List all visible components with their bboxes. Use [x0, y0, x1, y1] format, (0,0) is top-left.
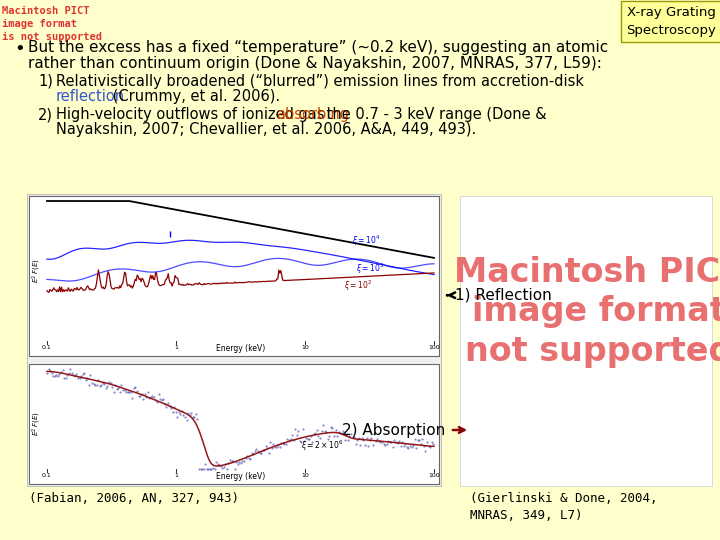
Text: the 0.7 - 3 keV range (Done &: the 0.7 - 3 keV range (Done &	[322, 107, 546, 122]
Text: $\xi = 10^4$: $\xi = 10^4$	[352, 234, 381, 248]
Bar	[27, 194, 441, 486]
Text: But the excess has a fixed “temperature” (~0.2 keV), suggesting an atomic: But the excess has a fixed “temperature”…	[28, 40, 608, 55]
Text: (Fabian, 2006, AN, 327, 943): (Fabian, 2006, AN, 327, 943)	[29, 492, 239, 505]
Text: 10: 10	[301, 473, 309, 478]
Text: 2) Absorption: 2) Absorption	[342, 422, 445, 437]
Text: is not supported: is not supported	[2, 32, 102, 42]
Text: Macintosh PICT: Macintosh PICT	[2, 6, 89, 16]
Text: X-ray Grating
Spectroscopy: X-ray Grating Spectroscopy	[626, 6, 716, 37]
Text: $E^2\,F(E)$: $E^2\,F(E)$	[31, 259, 43, 284]
Text: Energy (keV): Energy (keV)	[216, 344, 265, 353]
Bar	[460, 196, 712, 486]
Text: 0.1: 0.1	[42, 345, 52, 350]
Text: $\xi = 10^2$: $\xi = 10^2$	[344, 279, 372, 293]
Text: Macintosh PICT
image format
not supported: Macintosh PICT image format not supporte…	[454, 256, 720, 368]
Text: $\xi = 2\times10^6$: $\xi = 2\times10^6$	[301, 439, 344, 454]
Text: 100: 100	[428, 473, 440, 478]
Text: 10: 10	[301, 345, 309, 350]
Text: $E^2\,F(E)$: $E^2\,F(E)$	[31, 411, 43, 436]
Text: High-velocity outflows of ionized gas: High-velocity outflows of ionized gas	[56, 107, 329, 122]
Text: •: •	[14, 40, 24, 58]
Text: Relativistically broadened (“blurred”) emission lines from accretion-disk: Relativistically broadened (“blurred”) e…	[56, 74, 584, 89]
Bar	[29, 364, 439, 484]
Text: 1: 1	[174, 345, 178, 350]
Text: reflection: reflection	[56, 89, 125, 104]
Text: image format: image format	[2, 19, 77, 29]
Text: Energy (keV): Energy (keV)	[216, 472, 265, 481]
Text: absorbing: absorbing	[276, 107, 349, 122]
Text: rather than continuum origin (Done & Nayakshin, 2007, MNRAS, 377, L59):: rather than continuum origin (Done & Nay…	[28, 56, 602, 71]
Text: 1): 1)	[38, 74, 53, 89]
Text: 0.1: 0.1	[42, 473, 52, 478]
Text: 2): 2)	[38, 107, 53, 122]
Bar	[29, 196, 439, 356]
Text: (Crummy, et al. 2006).: (Crummy, et al. 2006).	[108, 89, 280, 104]
Text: Nayakshin, 2007; Chevallier, et al. 2006, A&A, 449, 493).: Nayakshin, 2007; Chevallier, et al. 2006…	[56, 122, 476, 137]
Text: $\xi = 10^3$: $\xi = 10^3$	[356, 261, 384, 276]
Text: (Gierlinski & Done, 2004,
MNRAS, 349, L7): (Gierlinski & Done, 2004, MNRAS, 349, L7…	[470, 492, 657, 522]
Text: 100: 100	[428, 345, 440, 350]
Text: 1: 1	[174, 473, 178, 478]
Text: 1) Reflection: 1) Reflection	[455, 288, 552, 303]
